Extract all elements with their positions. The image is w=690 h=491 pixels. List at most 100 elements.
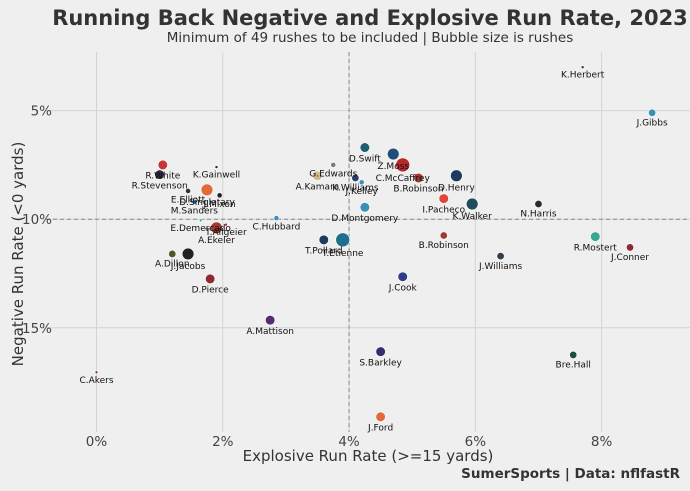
point-b-robinson — [413, 172, 424, 184]
point-label: M.Sanders — [171, 206, 219, 216]
point-label: A.Kamara — [296, 183, 340, 193]
point-j-mixon — [216, 192, 223, 199]
point-t-etienne — [335, 232, 351, 248]
point-r-mostert — [590, 231, 601, 242]
x-tick-label: 8% — [591, 434, 613, 450]
point-a-ekeler — [210, 221, 223, 235]
point-i-pacheco — [438, 193, 449, 204]
point-a-dillon — [168, 249, 177, 258]
point-label: J.Cook — [388, 284, 418, 294]
point-k-herbert — [580, 65, 585, 69]
point-b-robinson — [439, 231, 448, 240]
point-e-demercado — [198, 218, 203, 223]
point-k-williams — [351, 173, 360, 182]
point-j-ford — [375, 411, 386, 422]
point-t-allgeier — [224, 222, 228, 227]
point-label: J.Mixon — [203, 200, 236, 210]
point-label: J.Ford — [367, 424, 393, 434]
point-label: Bre.Hall — [556, 361, 591, 371]
point-label: N.Harris — [520, 210, 557, 220]
point-c-akers — [94, 370, 99, 375]
y-tick-labels: 5% 10% 15% — [22, 104, 52, 337]
point-e-elliott — [185, 188, 191, 194]
point-label: B.Robinson — [419, 241, 469, 251]
point-label: B.Robinson — [393, 185, 443, 195]
point-label: I.Pacheco — [422, 205, 465, 215]
point-n-harris — [534, 200, 543, 209]
point-label: G.Edwards — [309, 170, 357, 180]
point-label: A.Dillon — [155, 260, 190, 270]
data-points — [94, 65, 657, 422]
point-label: C.Akers — [79, 376, 113, 386]
point-label: K.Walker — [453, 212, 493, 222]
point-c-mccaffrey — [395, 157, 411, 173]
x-axis-label: Explosive Run Rate (>=15 yards) — [243, 447, 494, 465]
point-label: A.Mattison — [246, 327, 294, 337]
point-c-hubbard — [273, 215, 280, 222]
point-label: T.Etienne — [321, 249, 364, 259]
point-k-walker — [465, 197, 479, 211]
point-label: D.Singletary — [179, 198, 235, 208]
point-label: D.Pierce — [192, 286, 230, 296]
x-tick-label: 0% — [86, 434, 108, 450]
point-d-montgomery — [359, 202, 370, 213]
point-label: C.Hubbard — [253, 223, 301, 233]
x-tick-labels: 0% 2% 4% 6% 8% — [86, 434, 613, 450]
x-tick-label: 2% — [212, 434, 234, 450]
point-bre-hall — [569, 350, 578, 359]
chart-subtitle: Minimum of 49 rushes to be included | Bu… — [167, 30, 573, 46]
point-r-white — [157, 159, 168, 171]
point-label: D.Montgomery — [331, 214, 399, 224]
point-label: R.White — [145, 172, 180, 182]
y-tick-label: 15% — [22, 321, 52, 337]
point-j-jacobs — [181, 247, 195, 261]
x-tick-label: 6% — [465, 434, 487, 450]
point-label: J.Williams — [478, 262, 523, 272]
point-label: J.Conner — [610, 253, 649, 263]
point-label: K.Herbert — [561, 71, 605, 81]
point-label: A.Ekeler — [198, 236, 235, 246]
point-j-gibbs — [648, 108, 657, 117]
point-label: S.Barkley — [359, 358, 402, 368]
point-label: T.Allgeier — [204, 228, 247, 238]
y-axis-label: Negative Run Rate (<0 yards) — [9, 142, 27, 367]
point-m-sanders — [191, 198, 198, 205]
point-r-stevenson — [154, 169, 165, 180]
point-j-cook — [397, 271, 408, 282]
point-s-barkley — [375, 346, 386, 357]
point-k-gainwell — [214, 165, 219, 169]
point-label: T.Pollard — [304, 247, 343, 257]
point-label: C.McCaffrey — [376, 174, 431, 184]
point-label: J.Gibbs — [636, 119, 668, 129]
point-j-conner — [626, 243, 635, 252]
point-a-kamara — [312, 170, 323, 181]
chart-title: Running Back Negative and Explosive Run … — [52, 6, 688, 30]
point-label: R.Mostert — [574, 243, 618, 253]
point-label: J.Kelley — [344, 187, 378, 197]
point-d-singletary — [200, 183, 214, 197]
point-z-moss — [387, 147, 400, 161]
credit-line: SumerSports | Data: nflfastR — [461, 466, 680, 482]
point-label: J.Jacobs — [170, 262, 206, 272]
x-tick-label: 4% — [338, 434, 360, 450]
point-d-henry — [450, 169, 463, 182]
point-g-edwards — [330, 162, 337, 168]
y-tick-label: 10% — [22, 212, 52, 228]
point-t-pollard — [318, 234, 329, 245]
point-d-pierce — [205, 273, 216, 285]
point-j-williams — [496, 252, 505, 261]
point-label: E.Demercado — [170, 224, 231, 234]
point-j-kelley — [358, 179, 365, 186]
y-tick-label: 5% — [31, 104, 53, 120]
point-label: R.Stevenson — [132, 181, 188, 191]
point-a-mattison — [265, 315, 276, 326]
point-label: D.Swift — [349, 154, 381, 164]
point-label: E.Elliott — [171, 196, 206, 206]
point-label: K.Williams — [332, 184, 379, 194]
point-label: K.Gainwell — [193, 171, 240, 181]
point-label: D.Henry — [438, 184, 476, 194]
point-d-swift — [359, 142, 370, 153]
point-label: Z.Moss — [377, 162, 409, 172]
